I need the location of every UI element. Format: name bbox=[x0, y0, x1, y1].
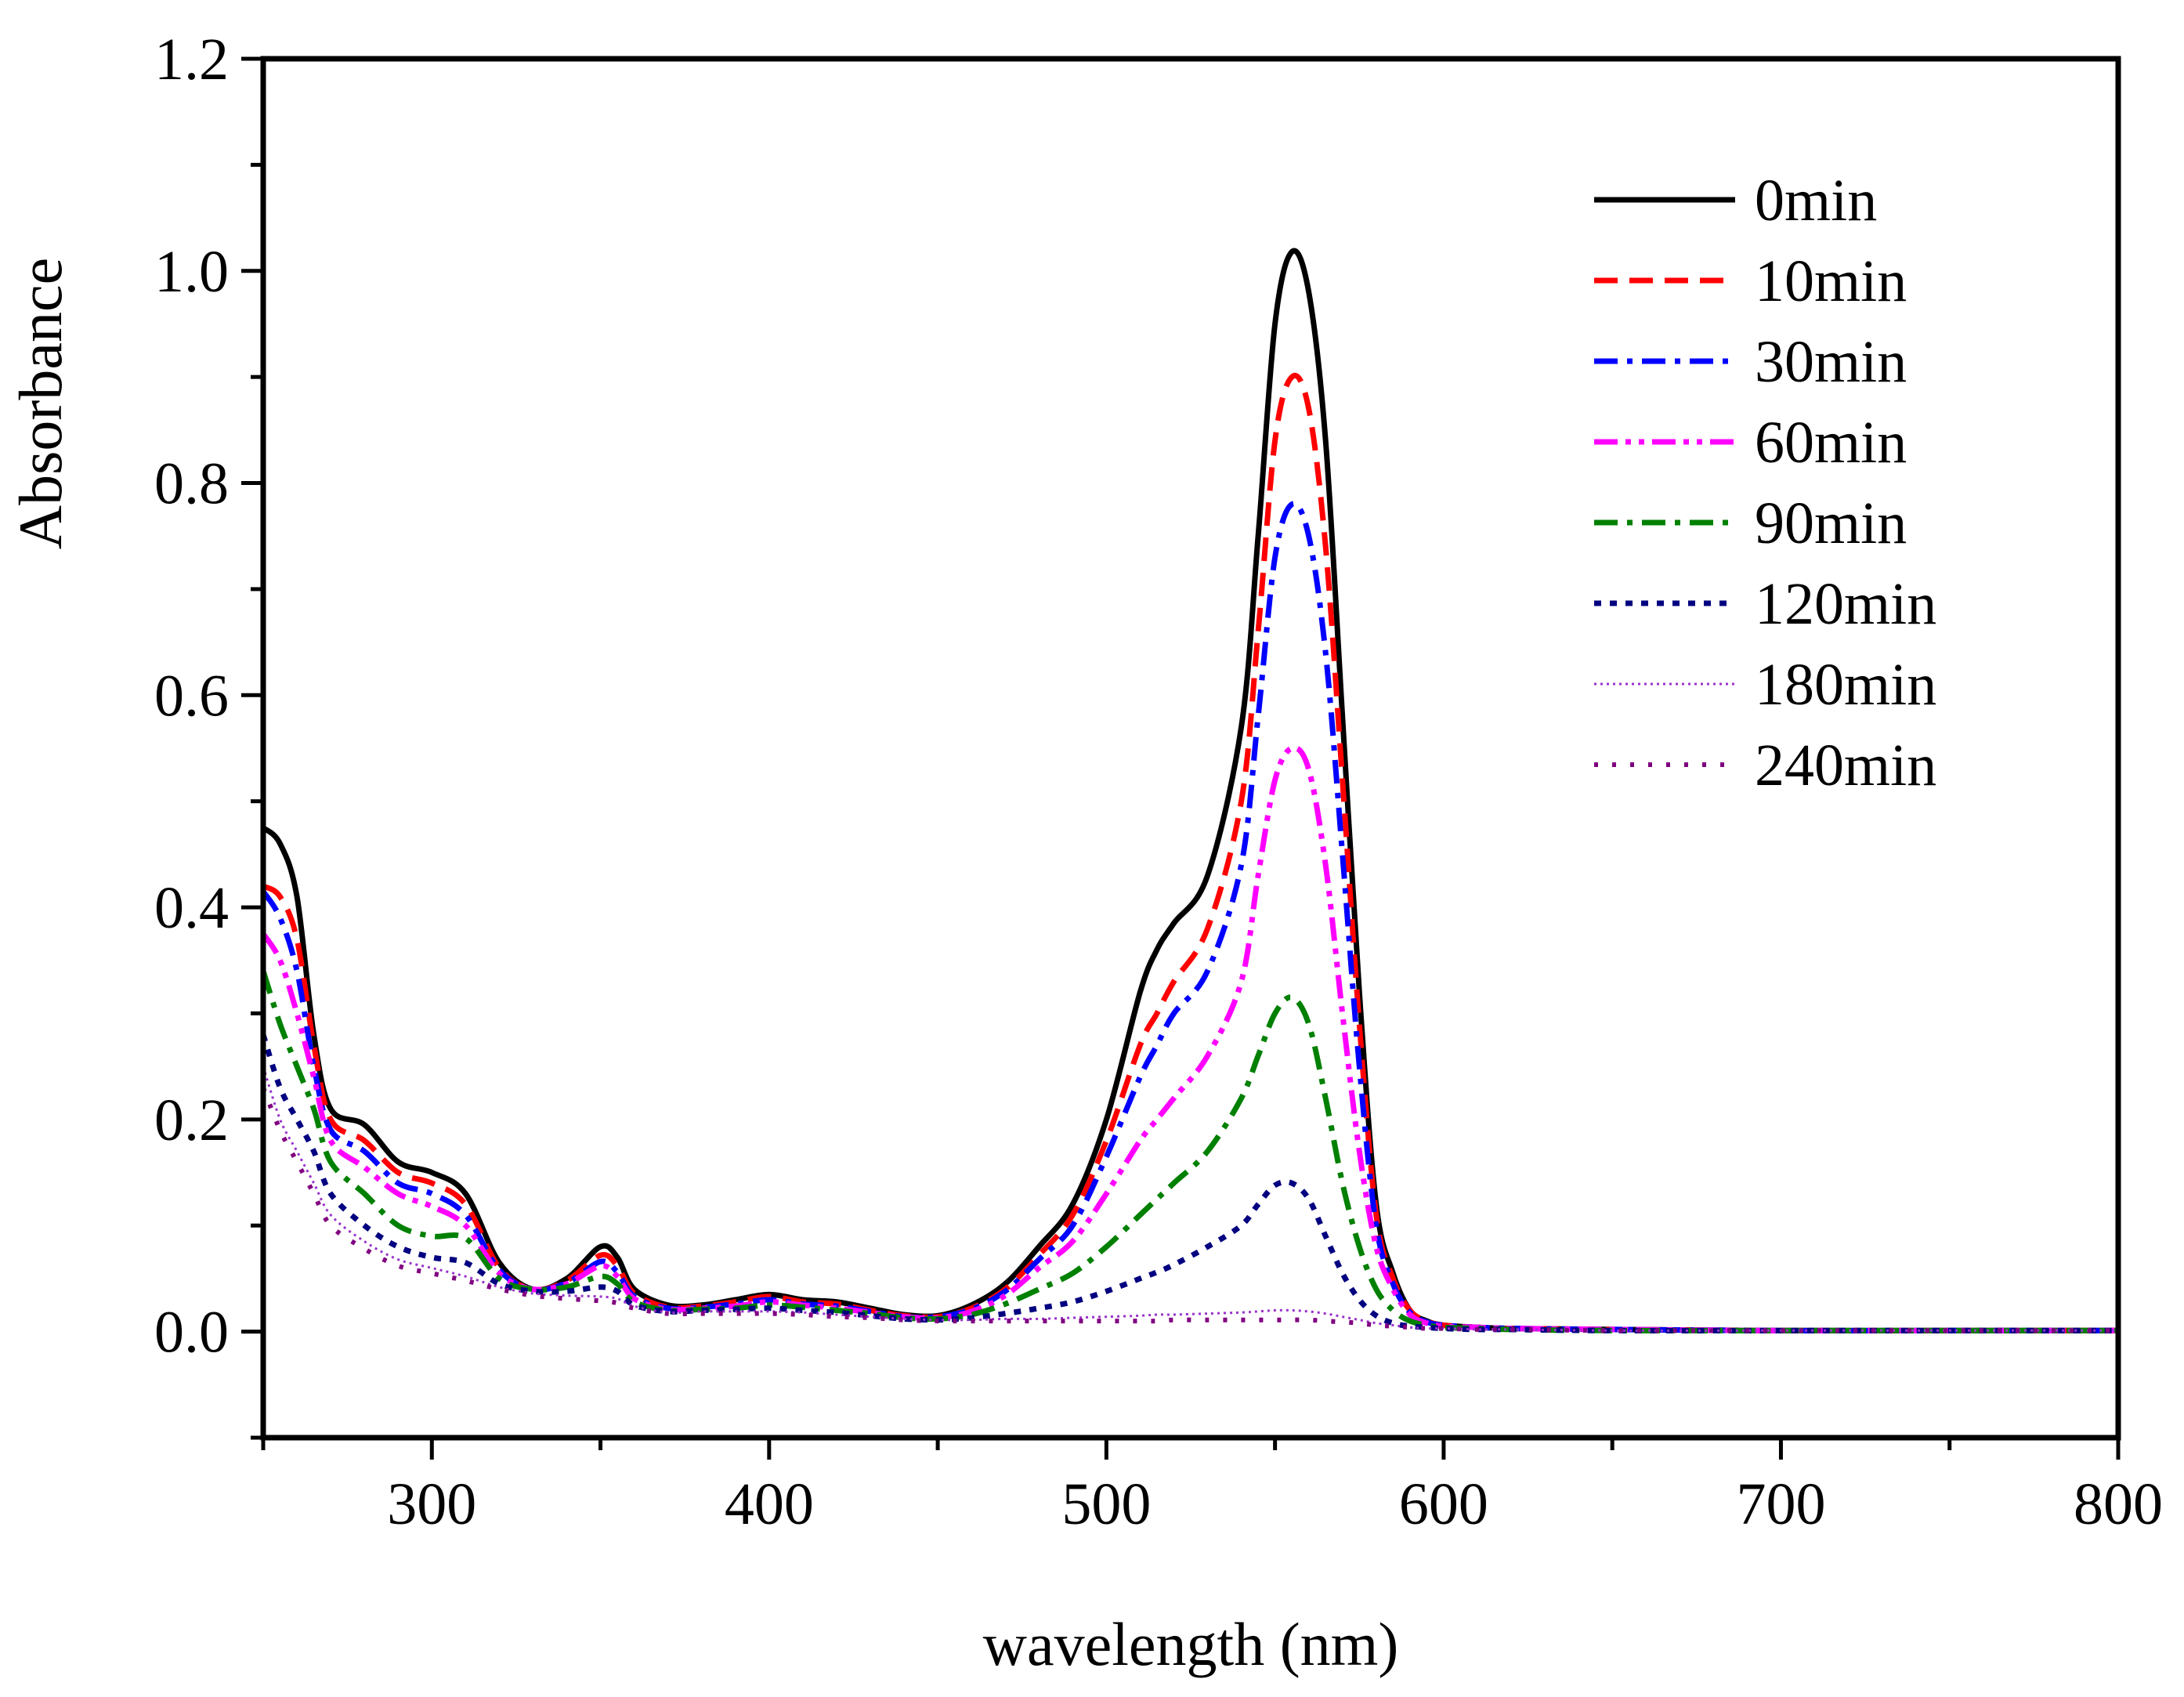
y-tick-label: 0.2 bbox=[154, 1087, 229, 1153]
series-line-30min bbox=[263, 501, 2118, 1333]
x-tick-label: 700 bbox=[1736, 1471, 1825, 1537]
y-tick-label: 0.8 bbox=[154, 451, 229, 517]
y-tick-label: 0.0 bbox=[154, 1300, 229, 1366]
legend-label-240min: 240min bbox=[1755, 733, 1936, 798]
legend-label-0min: 0min bbox=[1755, 168, 1877, 233]
legend-label-120min: 120min bbox=[1755, 571, 1936, 637]
legend-label-10min: 10min bbox=[1755, 248, 1907, 314]
legend-label-60min: 60min bbox=[1755, 410, 1907, 476]
axis-ticks bbox=[241, 56, 2121, 1460]
y-tick-label: 0.6 bbox=[154, 663, 229, 729]
x-axis-label: wavelength (nm) bbox=[983, 1610, 1399, 1678]
y-tick-label: 1.2 bbox=[154, 27, 229, 92]
legend-label-90min: 90min bbox=[1755, 490, 1907, 556]
plot-frame bbox=[260, 56, 2121, 1441]
tick-labels: 300 400 500 600 700 800 0.0 0.2 0.4 0.6 0.8 1.0 1.2 bbox=[154, 27, 2163, 1537]
series-line-60min bbox=[263, 745, 2118, 1333]
y-tick-label: 1.0 bbox=[154, 239, 229, 305]
x-tick-label: 800 bbox=[2074, 1471, 2163, 1537]
y-axis-label: Absorbance bbox=[6, 258, 74, 550]
legend-label-180min: 180min bbox=[1755, 652, 1936, 718]
x-tick-label: 300 bbox=[387, 1471, 476, 1537]
series-line-180min bbox=[263, 1066, 2118, 1332]
x-tick-label: 600 bbox=[1399, 1471, 1488, 1537]
legend-label-30min: 30min bbox=[1755, 329, 1907, 395]
series-layer bbox=[263, 248, 2118, 1333]
x-tick-label: 400 bbox=[725, 1471, 814, 1537]
y-tick-label: 0.4 bbox=[154, 875, 229, 941]
x-tick-label: 500 bbox=[1061, 1471, 1151, 1537]
legend: 0min 10min 30min 60min 90min 120min 180min 240m… bbox=[1594, 168, 1936, 798]
